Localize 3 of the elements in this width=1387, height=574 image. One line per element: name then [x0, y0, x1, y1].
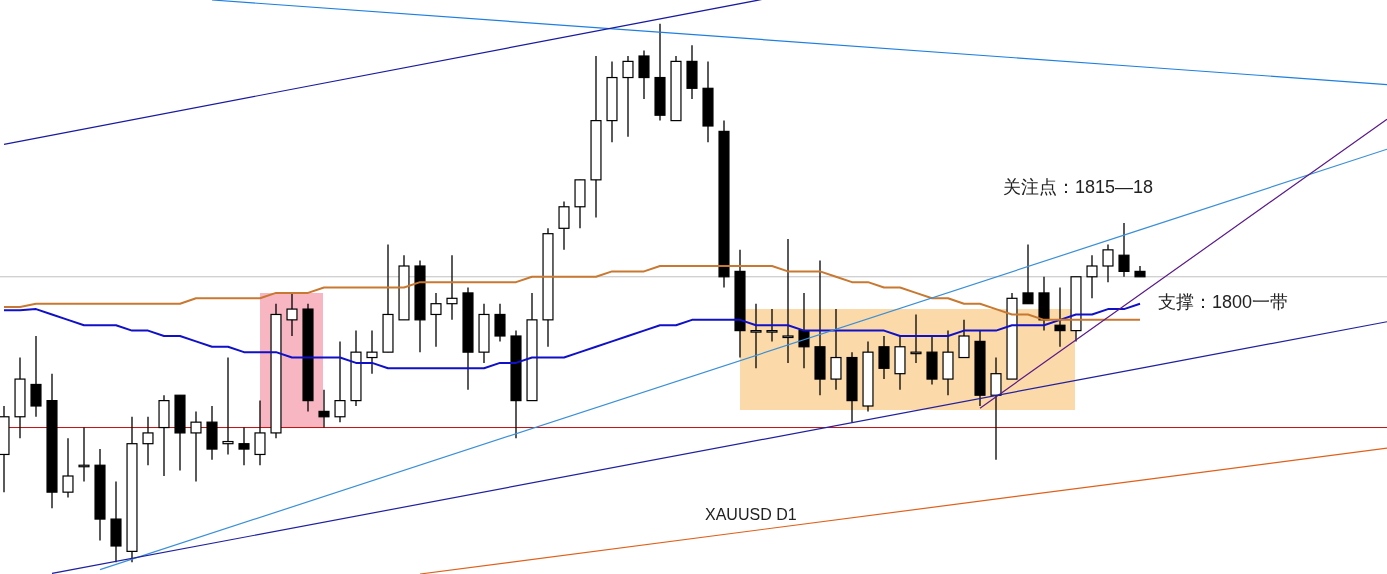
- annotation: 关注点：1815—18: [1003, 177, 1154, 197]
- annotation: 支撑：1800一带: [1158, 292, 1289, 312]
- annotation: XAUUSD D1: [705, 506, 797, 523]
